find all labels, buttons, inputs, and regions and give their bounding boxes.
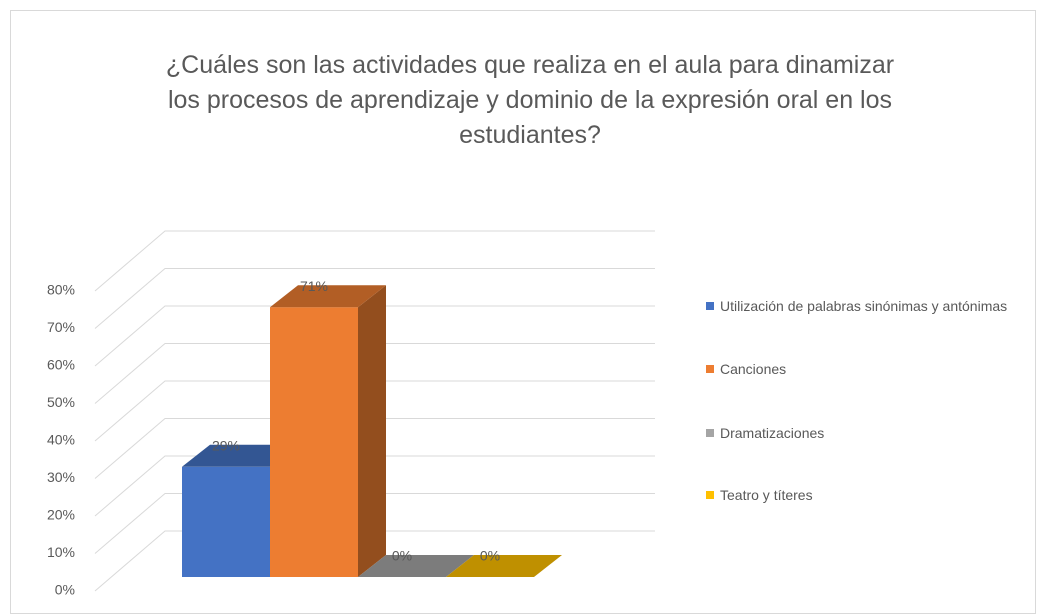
legend-item: Utilización de palabras sinónimas y antó… <box>706 296 1036 317</box>
legend-item: Dramatizaciones <box>706 423 1036 444</box>
grid-line <box>94 380 655 442</box>
legend-swatch <box>706 429 714 437</box>
bar-top <box>446 555 562 577</box>
y-tick-label: 10% <box>47 544 75 560</box>
y-tick-label: 60% <box>47 357 75 373</box>
grid-line <box>94 305 655 367</box>
legend-swatch <box>706 491 714 499</box>
grid-line <box>94 455 655 517</box>
bar <box>182 466 270 577</box>
legend-swatch <box>706 365 714 373</box>
grid-line <box>94 343 655 404</box>
bar-side <box>358 285 386 577</box>
grid-line <box>94 268 655 329</box>
chart-frame <box>10 10 1036 614</box>
data-label: 0% <box>480 548 500 564</box>
y-tick-label: 70% <box>47 319 75 335</box>
y-tick-label: 80% <box>47 282 75 298</box>
legend-item: Canciones <box>706 359 1036 380</box>
legend-label: Utilización de palabras sinónimas y antó… <box>720 298 1008 314</box>
grid-line <box>94 418 655 479</box>
y-tick-label: 40% <box>47 432 75 448</box>
legend-label: Teatro y títeres <box>720 487 813 503</box>
y-tick-label: 20% <box>47 507 75 523</box>
y-tick-label: 50% <box>47 394 75 410</box>
legend-label: Dramatizaciones <box>720 425 825 441</box>
legend-swatch <box>706 302 714 310</box>
legend-item: Teatro y títeres <box>706 485 1036 506</box>
bar-top <box>270 285 386 308</box>
bar <box>270 307 358 577</box>
data-label: 71% <box>300 278 328 294</box>
y-tick-label: 0% <box>55 582 75 598</box>
grid-line <box>94 493 655 554</box>
bar-top <box>358 555 474 577</box>
y-tick-label: 30% <box>47 469 75 485</box>
grid-line <box>94 230 655 292</box>
data-label: 0% <box>392 548 412 564</box>
grid-line <box>94 530 655 592</box>
bar-top <box>182 444 298 467</box>
chart-title: ¿Cuáles son las actividades que realiza … <box>165 51 895 149</box>
data-label: 29% <box>212 438 240 454</box>
legend-label: Canciones <box>720 361 787 377</box>
